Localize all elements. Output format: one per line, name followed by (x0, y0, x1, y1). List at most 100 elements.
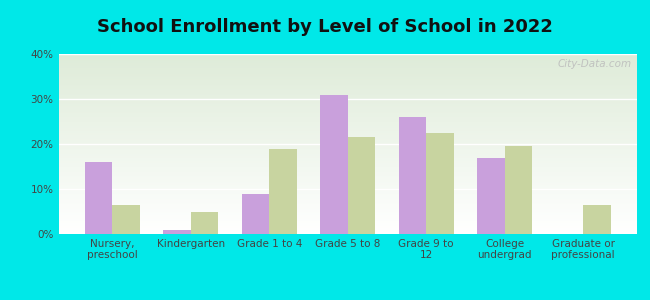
Bar (58, 71, 637, 72)
Bar (58, 62, 637, 63)
Bar (58, 200, 637, 201)
Bar (58, 205, 637, 206)
Bar (58, 120, 637, 121)
Bar (58, 101, 637, 102)
Bar (58, 61, 637, 62)
Bar (58, 65, 637, 66)
Bar (58, 213, 637, 214)
Bar (58, 226, 637, 227)
Bar (58, 84, 637, 85)
Bar (58, 155, 637, 156)
Bar (58, 180, 637, 181)
Bar (58, 135, 637, 136)
Bar (58, 167, 637, 168)
Bar (58, 69, 637, 70)
Bar (163, 230, 190, 234)
Bar (58, 63, 637, 64)
Bar (58, 192, 637, 193)
Bar (58, 203, 637, 204)
Bar (58, 152, 637, 153)
Bar (58, 98, 637, 99)
Bar (58, 99, 637, 100)
Bar (58, 154, 637, 155)
Bar (58, 166, 637, 167)
Bar (58, 151, 637, 152)
Bar (58, 157, 637, 158)
Bar (58, 211, 637, 212)
Bar (58, 132, 637, 133)
Bar (58, 123, 637, 124)
Bar (58, 164, 637, 165)
Bar (58, 86, 637, 87)
Bar (58, 145, 637, 146)
Bar (58, 70, 637, 71)
Bar (58, 128, 637, 129)
Bar (58, 161, 637, 162)
Bar (58, 176, 637, 177)
Bar (58, 224, 637, 225)
Bar (58, 129, 637, 130)
Bar (58, 95, 637, 96)
Bar (58, 78, 637, 79)
Bar (320, 94, 348, 234)
Bar (58, 121, 637, 122)
Bar (58, 204, 637, 205)
Bar (58, 73, 637, 74)
Bar (58, 67, 637, 68)
Bar (58, 58, 637, 59)
Bar (58, 227, 637, 228)
Bar (58, 198, 637, 199)
Bar (58, 217, 637, 218)
Bar (58, 202, 637, 203)
Bar (58, 153, 637, 154)
Bar (58, 231, 637, 232)
Bar (58, 64, 637, 65)
Bar (58, 68, 637, 69)
Bar (58, 150, 637, 151)
Bar (58, 97, 637, 98)
Bar (58, 85, 637, 86)
Bar (58, 104, 637, 105)
Bar (58, 85, 637, 86)
Bar (58, 141, 637, 142)
Bar (58, 114, 637, 115)
Bar (58, 156, 637, 157)
Bar (84, 162, 112, 234)
Bar (269, 148, 297, 234)
Bar (58, 159, 637, 160)
Bar (58, 110, 637, 111)
Bar (58, 215, 637, 216)
Bar (58, 102, 637, 103)
Bar (58, 196, 637, 197)
Bar (58, 111, 637, 112)
Bar (58, 81, 637, 82)
Bar (58, 230, 637, 231)
Bar (58, 94, 637, 95)
Bar (58, 115, 637, 116)
Bar (58, 126, 637, 127)
Bar (58, 138, 637, 139)
Bar (58, 79, 637, 80)
Bar (58, 60, 637, 61)
Bar (58, 56, 637, 57)
Bar (58, 221, 637, 222)
Bar (58, 88, 637, 89)
Bar (58, 209, 637, 210)
Bar (58, 186, 637, 187)
Bar (58, 107, 637, 108)
Bar (505, 146, 532, 234)
Bar (58, 117, 637, 118)
Bar (58, 178, 637, 179)
Bar (58, 228, 637, 229)
Bar (58, 162, 637, 163)
Bar (58, 77, 637, 78)
Bar (348, 137, 375, 234)
Bar (58, 183, 637, 184)
Bar (58, 112, 637, 113)
Bar (583, 205, 611, 234)
Bar (58, 91, 637, 92)
Bar (58, 108, 637, 109)
Bar (58, 184, 637, 185)
Bar (58, 199, 637, 200)
Bar (58, 142, 637, 143)
